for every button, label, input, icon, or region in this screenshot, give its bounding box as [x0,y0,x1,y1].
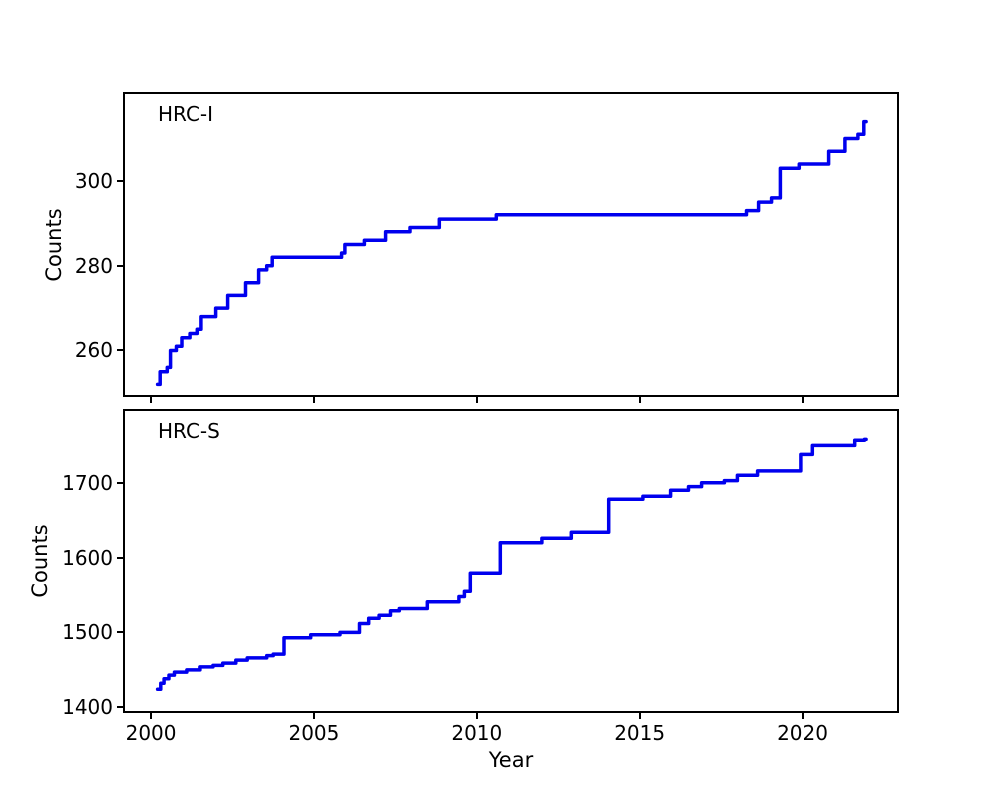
y-tick-mark [117,706,123,709]
y-tick-label: 1400 [62,695,113,720]
y-tick-label: 1700 [62,470,113,495]
hrc-s-step-line [155,437,868,692]
x-axis-title: Year [488,748,534,772]
hrc-s-label: HRC-S [158,419,220,443]
y-tick-label: 1500 [62,620,113,645]
y-tick-mark [117,481,123,484]
x-tick-mark [801,713,804,719]
x-tick-label: 2005 [288,721,340,745]
y-tick-mark [117,349,123,352]
hrc-i-step-line [155,119,868,387]
hrc-i-label: HRC-I [158,102,214,126]
y-tick-label: 300 [74,168,113,193]
hrc-s-panel: HRC-S [123,409,899,713]
hrc-i-y-axis-title: Counts [42,208,66,282]
hrc-i-panel: HRC-I [123,92,899,397]
y-tick-mark [117,631,123,634]
x-tick-label: 2010 [451,721,503,745]
y-tick-mark [117,556,123,559]
x-tick-mark [638,397,641,403]
x-tick-mark [801,397,804,403]
y-tick-label: 1600 [62,545,113,570]
x-tick-mark [475,713,478,719]
x-tick-label: 2000 [125,721,177,745]
x-tick-mark [150,713,153,719]
x-tick-label: 2015 [614,721,666,745]
y-tick-label: 280 [74,253,113,278]
y-tick-label: 260 [74,338,113,363]
y-tick-mark [117,179,123,182]
x-tick-mark [312,397,315,403]
x-tick-label: 2020 [777,721,828,745]
x-tick-mark [638,713,641,719]
x-tick-mark [475,397,478,403]
x-tick-mark [312,713,315,719]
y-tick-mark [117,264,123,267]
x-tick-mark [150,397,153,403]
